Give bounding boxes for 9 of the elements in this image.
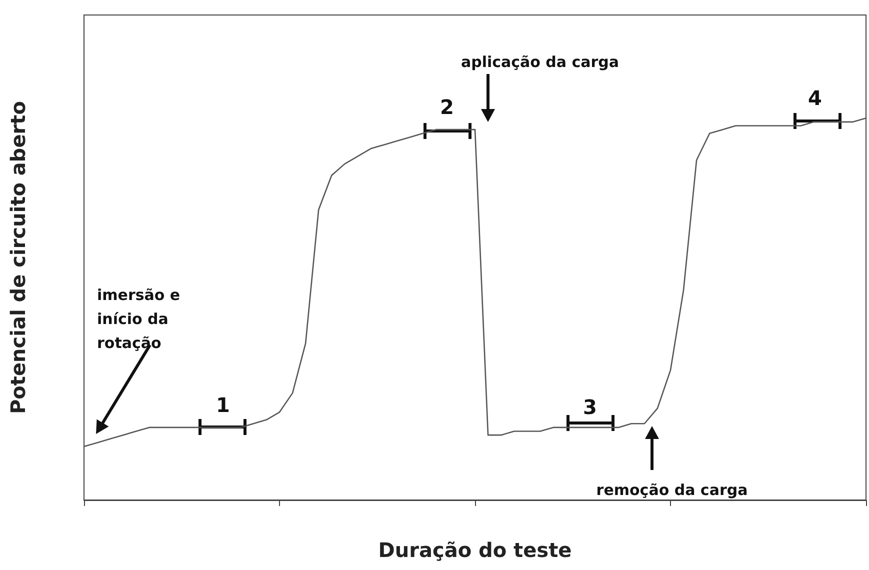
annotation: remoção da carga bbox=[596, 481, 748, 499]
text: aplicação da carga bbox=[460, 53, 620, 71]
annotation: 2 bbox=[440, 95, 454, 119]
annotation: 1 bbox=[216, 393, 230, 417]
annotation: 3 bbox=[583, 395, 597, 419]
y-axis-title: Potencial de circuito aberto bbox=[6, 101, 30, 414]
x-axis-title: Duração do teste bbox=[378, 538, 572, 562]
text: 4 bbox=[808, 86, 822, 110]
annotation: imersão e início da rotação bbox=[97, 286, 186, 352]
